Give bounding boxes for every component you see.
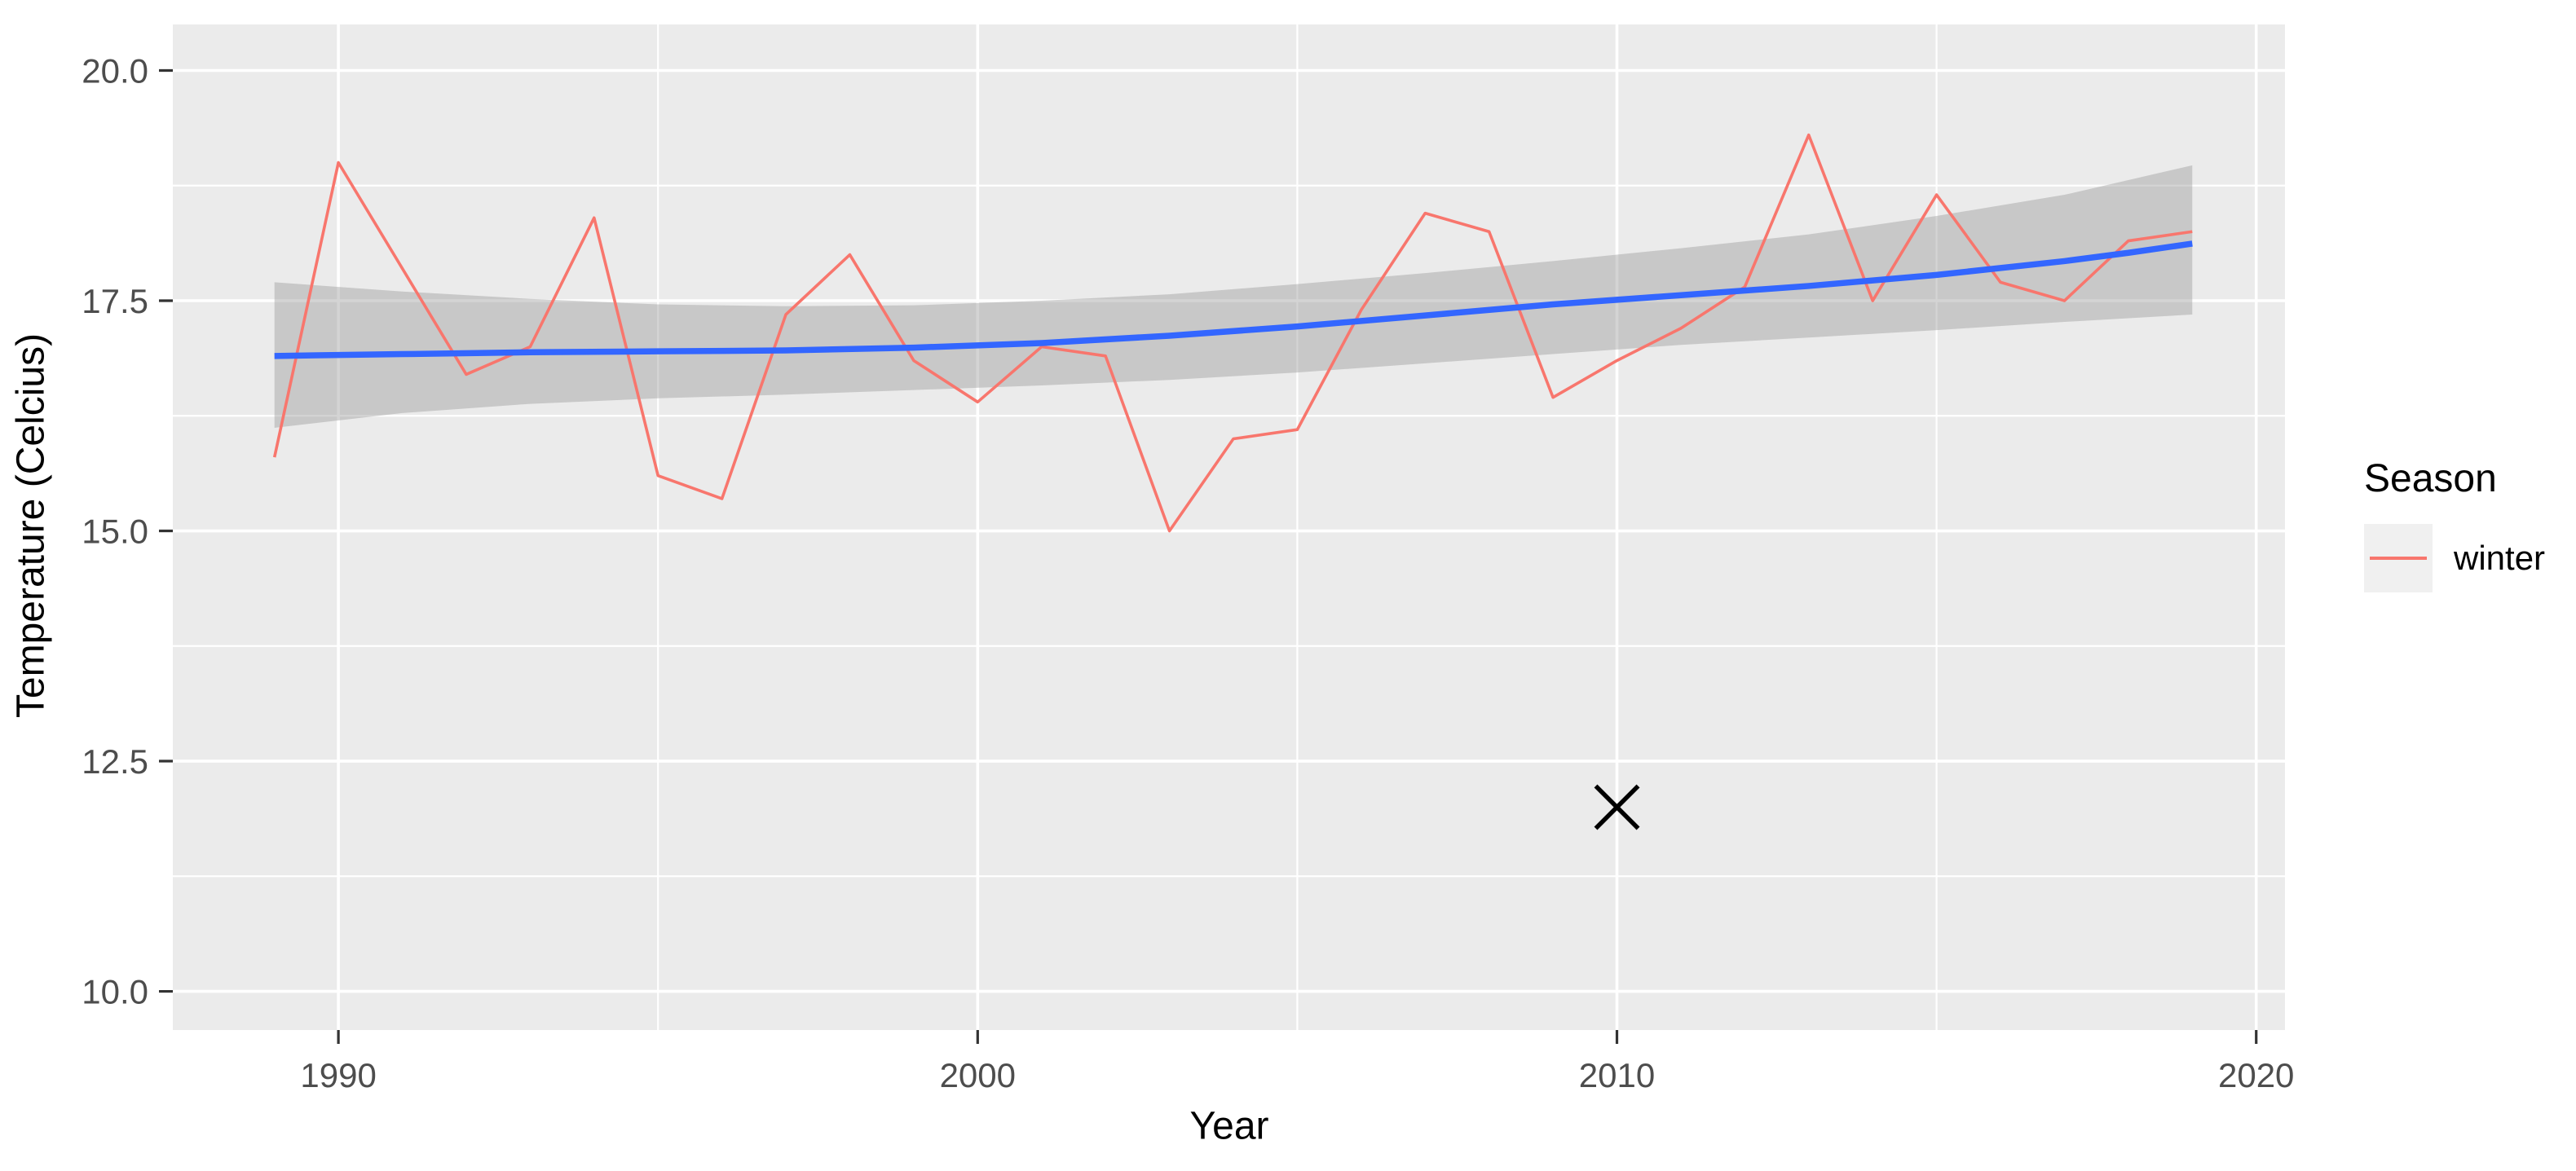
svg-text:2010: 2010 bbox=[1579, 1056, 1655, 1094]
plot-panel bbox=[173, 24, 2285, 1030]
winter-line-icon bbox=[2370, 557, 2427, 560]
legend-title: Season bbox=[2364, 457, 2497, 500]
x-axis-tick-labels: 1990 2000 2010 2020 bbox=[300, 1056, 2294, 1094]
svg-text:2000: 2000 bbox=[940, 1056, 1016, 1094]
legend-entry-winter: winter bbox=[2364, 524, 2545, 592]
axis-tick-marks bbox=[159, 68, 2258, 1044]
confidence-ribbon bbox=[274, 165, 2193, 428]
x-axis-title: Year bbox=[1189, 1104, 1269, 1148]
legend-entry-label: winter bbox=[2454, 539, 2546, 577]
svg-text:10.0: 10.0 bbox=[82, 973, 148, 1011]
minor-gridlines bbox=[173, 24, 2285, 1030]
legend-key-box bbox=[2364, 524, 2433, 592]
y-axis-tick-labels: 20.0 17.5 15.0 12.5 10.0 bbox=[82, 52, 148, 1011]
y-axis-title: Temperature (Celcius) bbox=[9, 332, 53, 719]
svg-text:12.5: 12.5 bbox=[82, 742, 148, 781]
smooth-trend-line bbox=[274, 240, 2193, 359]
svg-text:1990: 1990 bbox=[300, 1056, 376, 1094]
svg-text:2020: 2020 bbox=[2218, 1056, 2294, 1094]
svg-text:17.5: 17.5 bbox=[82, 282, 148, 320]
winter-series-line bbox=[272, 133, 2193, 533]
legend: Season winter bbox=[2364, 456, 2545, 592]
major-gridlines bbox=[173, 24, 2285, 1030]
svg-text:15.0: 15.0 bbox=[82, 513, 148, 551]
svg-text:20.0: 20.0 bbox=[82, 52, 148, 90]
x-point-marker bbox=[1594, 784, 1640, 830]
